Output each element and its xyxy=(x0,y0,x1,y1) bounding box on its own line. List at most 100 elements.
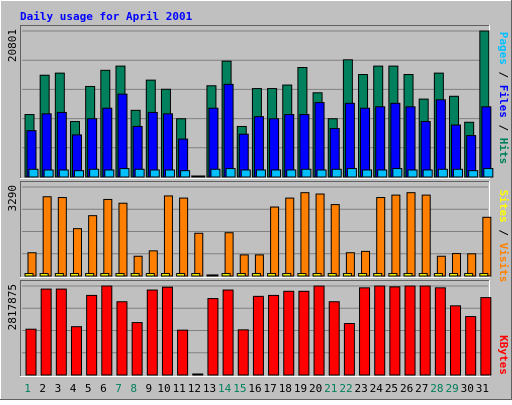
bar-sites-19-body xyxy=(297,273,307,277)
bar-pages-22-body xyxy=(346,168,357,178)
bar-sites-11 xyxy=(176,273,186,277)
bar-pages-9 xyxy=(149,169,160,178)
bar-kbytes-13 xyxy=(207,298,219,376)
bar-kbytes-23 xyxy=(359,287,371,376)
bar-pages-6-body xyxy=(104,169,115,178)
bar-pages-7 xyxy=(119,168,130,178)
bar-sites-13 xyxy=(206,274,216,277)
bar-files-22-body xyxy=(344,102,355,178)
bar-files-3-body xyxy=(56,111,67,178)
bar-pages-20 xyxy=(316,169,327,178)
bar-sites-7 xyxy=(115,273,125,277)
bar-files-28 xyxy=(435,99,446,178)
bar-visits-6 xyxy=(103,198,113,277)
bar-visits-28 xyxy=(436,255,446,277)
bar-kbytes-30 xyxy=(465,316,477,376)
bar-kbytes-16-body xyxy=(252,295,264,376)
bar-pages-16 xyxy=(255,169,266,178)
bar-files-14-body xyxy=(223,83,234,178)
bar-pages-12 xyxy=(195,175,206,178)
bar-visits-9-body xyxy=(148,250,158,277)
x-tick-label-22: 22 xyxy=(339,382,352,395)
x-tick-label-31: 31 xyxy=(476,382,489,395)
bar-sites-29-body xyxy=(449,273,459,277)
x-tick-label-26: 26 xyxy=(400,382,413,395)
bar-pages-8-body xyxy=(134,168,145,178)
bar-kbytes-4 xyxy=(70,326,82,376)
x-tick-label-8: 8 xyxy=(130,382,137,395)
bar-sites-25 xyxy=(388,273,398,277)
bar-kbytes-12-body xyxy=(192,373,204,376)
bar-sites-28-body xyxy=(433,273,443,277)
bar-visits-1-body xyxy=(27,252,37,277)
bar-files-18-body xyxy=(284,114,295,178)
bar-pages-1 xyxy=(28,168,39,178)
bar-kbytes-15 xyxy=(237,329,249,376)
bar-sites-18 xyxy=(282,273,292,277)
bar-files-28-body xyxy=(435,99,446,178)
chart-title: Daily usage for April 2001 xyxy=(20,10,193,23)
x-tick-label-7: 7 xyxy=(115,382,122,395)
panel-visits-sites-ymax-label: 3290 xyxy=(6,185,19,212)
bar-visits-26-body xyxy=(406,192,416,277)
bar-files-31-body xyxy=(481,106,492,178)
bar-visits-17 xyxy=(270,206,280,277)
bar-kbytes-14 xyxy=(222,289,234,376)
bar-kbytes-28 xyxy=(434,287,446,376)
bar-files-16-body xyxy=(253,116,264,178)
bar-files-23-body xyxy=(360,107,371,178)
x-tick-label-21: 21 xyxy=(324,382,337,395)
bar-pages-17 xyxy=(271,169,282,178)
legend-hits-files-pages: Pages / Files / Hits xyxy=(497,32,510,165)
bar-files-22 xyxy=(344,102,355,178)
bar-kbytes-21-body xyxy=(328,301,340,376)
bar-visits-11-body xyxy=(179,197,189,277)
bar-visits-27 xyxy=(421,194,431,277)
bar-kbytes-3-body xyxy=(55,288,67,376)
bar-pages-15 xyxy=(240,169,251,178)
bar-pages-25 xyxy=(392,168,403,178)
x-tick-label-10: 10 xyxy=(157,382,170,395)
bar-sites-26 xyxy=(403,273,413,277)
bar-visits-25 xyxy=(391,194,401,277)
bar-files-5 xyxy=(87,118,98,178)
bar-pages-27-body xyxy=(422,169,433,178)
panel-hits-files-ymax-label: 20801 xyxy=(6,29,19,62)
bar-kbytes-1 xyxy=(25,328,37,376)
bar-sites-8 xyxy=(130,273,140,277)
bar-pages-19 xyxy=(301,168,312,178)
bar-pages-23-body xyxy=(362,169,373,178)
bar-files-20 xyxy=(314,102,325,178)
bar-pages-25-body xyxy=(392,168,403,178)
x-tick-label-23: 23 xyxy=(355,382,368,395)
bar-sites-24-body xyxy=(373,273,383,277)
x-tick-label-24: 24 xyxy=(370,382,384,395)
bar-sites-14-body xyxy=(221,273,231,277)
bar-sites-30 xyxy=(464,273,474,277)
bar-sites-6 xyxy=(100,273,110,277)
legend-hits-files-pages-part-4: Hits xyxy=(497,138,510,165)
bar-sites-9 xyxy=(145,273,155,277)
bar-files-14 xyxy=(223,83,234,178)
bar-sites-27 xyxy=(418,273,428,277)
legend-visits-sites: Sites / Visits xyxy=(497,190,510,283)
bar-visits-20-body xyxy=(315,193,325,277)
bar-sites-22 xyxy=(342,273,352,277)
x-tick-label-28: 28 xyxy=(430,382,443,395)
bar-kbytes-1-body xyxy=(25,328,37,376)
bar-pages-14-body xyxy=(225,168,236,178)
bar-visits-22 xyxy=(345,252,355,277)
bar-visits-31-body xyxy=(482,216,492,277)
bar-kbytes-4-body xyxy=(70,326,82,376)
bar-sites-12-body xyxy=(191,273,201,277)
bar-files-26 xyxy=(405,106,416,178)
bar-visits-14-body xyxy=(224,232,234,277)
bar-kbytes-6 xyxy=(101,285,113,376)
bar-kbytes-11-body xyxy=(177,329,189,376)
bar-kbytes-22-body xyxy=(343,323,355,376)
bar-pages-18 xyxy=(286,169,297,178)
bar-visits-15 xyxy=(239,254,249,277)
bar-kbytes-9-body xyxy=(146,289,158,376)
